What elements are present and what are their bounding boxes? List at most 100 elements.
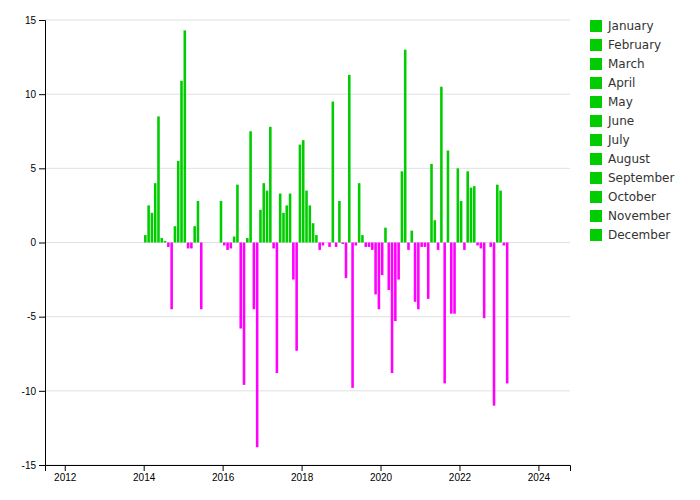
- legend-item: August: [590, 152, 650, 166]
- bar: [466, 171, 469, 242]
- bar: [394, 243, 397, 322]
- bar: [305, 191, 308, 243]
- bar: [332, 102, 335, 243]
- bar: [355, 243, 358, 246]
- bar: [226, 243, 229, 250]
- tick: 5: [30, 163, 45, 174]
- bar: [289, 194, 292, 243]
- legend-swatch: [590, 153, 602, 165]
- tick-label: 2024: [528, 472, 551, 483]
- tick-label: 10: [25, 89, 37, 100]
- bar: [381, 243, 384, 276]
- bar: [351, 243, 354, 388]
- bar: [299, 145, 302, 243]
- bar: [434, 220, 437, 242]
- bar: [378, 243, 381, 310]
- bar: [292, 243, 295, 280]
- legend-item: January: [590, 19, 654, 33]
- legend-item: June: [590, 114, 634, 128]
- tick-label: 0: [30, 237, 36, 248]
- tick-label: 2018: [291, 472, 314, 483]
- legend-label: September: [608, 171, 674, 185]
- bar-series: [144, 30, 502, 275]
- tick-mark: [223, 465, 224, 471]
- bar: [282, 213, 285, 243]
- bar: [285, 205, 288, 242]
- bar: [358, 183, 361, 242]
- bar: [368, 243, 371, 247]
- bar-series: [154, 164, 472, 388]
- axis-line: [46, 466, 571, 472]
- legend-item: April: [590, 76, 635, 90]
- bar: [489, 243, 492, 247]
- legend-swatch: [590, 134, 602, 146]
- grid-line: [45, 168, 570, 169]
- bar: [506, 243, 509, 384]
- tick-mark: [381, 465, 382, 471]
- legend-label: February: [608, 38, 661, 52]
- bar: [457, 168, 460, 242]
- bar: [420, 243, 423, 247]
- bar: [463, 243, 466, 250]
- tick-label: -15: [22, 460, 37, 471]
- bar: [164, 241, 167, 242]
- x-axis: 2012201420162018202020222024: [46, 465, 571, 483]
- bar: [167, 243, 170, 247]
- tick: 2024: [528, 465, 551, 483]
- bar: [440, 87, 443, 243]
- bar: [328, 243, 331, 247]
- bar: [397, 243, 400, 280]
- bar: [239, 243, 242, 329]
- bar: [374, 243, 377, 295]
- tick: 2020: [370, 465, 393, 483]
- bar: [266, 191, 269, 243]
- bar: [387, 243, 390, 290]
- bar-series: [167, 50, 485, 384]
- bar: [496, 185, 499, 243]
- bar: [259, 210, 262, 243]
- bar: [180, 81, 183, 243]
- bar: [236, 185, 239, 243]
- bar: [371, 243, 374, 250]
- tick-label: -10: [22, 386, 37, 397]
- legend-item: October: [590, 190, 656, 204]
- tick: 15: [25, 15, 45, 26]
- tick-mark: [39, 391, 45, 392]
- bar: [302, 140, 305, 242]
- bar: [443, 243, 446, 384]
- bar-series: [180, 81, 498, 309]
- bar: [160, 238, 163, 242]
- tick-mark: [65, 465, 66, 471]
- tick: 10: [25, 89, 45, 100]
- grid-line: [45, 316, 570, 317]
- tick: 2012: [54, 465, 77, 483]
- bar: [272, 243, 275, 249]
- bar: [414, 243, 417, 302]
- bar-series: [157, 116, 475, 373]
- legend-label: March: [608, 57, 645, 71]
- bar: [450, 243, 453, 314]
- bar: [193, 226, 196, 242]
- bar: [361, 235, 364, 242]
- tick-mark: [39, 20, 45, 21]
- bar: [220, 201, 223, 243]
- tick-label: -5: [27, 311, 36, 322]
- legend-swatch: [590, 96, 602, 108]
- bar: [184, 30, 187, 242]
- bar: [437, 243, 440, 250]
- plot: 2012201420162018202020222024-15-10-50510…: [22, 15, 571, 483]
- legend-swatch: [590, 172, 602, 184]
- grid-line: [45, 94, 570, 95]
- axis-line: [39, 21, 46, 466]
- tick: 2018: [291, 465, 314, 483]
- tick-mark: [39, 94, 45, 95]
- bar: [312, 223, 315, 242]
- legend-item: February: [590, 38, 661, 52]
- bar: [243, 243, 246, 385]
- bar: [384, 228, 387, 243]
- bar: [262, 183, 265, 242]
- bar: [279, 194, 282, 243]
- tick: -5: [27, 311, 45, 322]
- bar: [197, 201, 200, 243]
- legend-label: August: [608, 152, 650, 166]
